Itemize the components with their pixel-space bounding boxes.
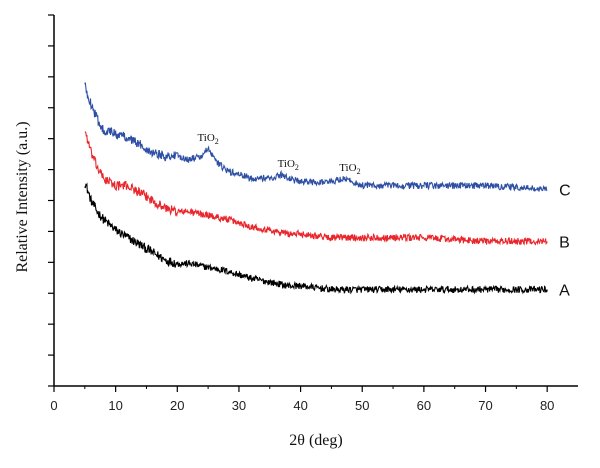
x-tick-label: 60 [417, 398, 431, 413]
x-tick-label: 50 [355, 398, 369, 413]
series-B-line [84, 131, 548, 246]
annotation-tio2: TiO2 [197, 132, 218, 146]
series-A-line [84, 182, 548, 295]
axes: 0 10 20 30 40 50 60 70 80 [48, 14, 578, 413]
x-tick-label: 10 [108, 398, 122, 413]
annotation-tio2: TiO2 [278, 158, 299, 172]
x-tick-label: 40 [293, 398, 307, 413]
x-tick-label: 70 [478, 398, 492, 413]
x-tick-label: 0 [50, 398, 57, 413]
x-axis-title: 2θ (deg) [289, 432, 342, 449]
x-tick-label: 30 [232, 398, 246, 413]
series-layer [84, 82, 548, 295]
series-label-B: B [559, 234, 570, 251]
y-axis-title: Relative Intensity (a.u.) [14, 121, 31, 272]
annotation-layer: TiO2 TiO2 TiO2 [197, 132, 360, 176]
series-C-line [84, 82, 548, 192]
series-label-layer: A B C [559, 182, 571, 299]
series-label-C: C [559, 182, 571, 199]
x-tick-label: 20 [170, 398, 184, 413]
series-label-A: A [559, 283, 570, 300]
x-tick-label: 80 [540, 398, 554, 413]
annotation-tio2: TiO2 [339, 162, 360, 176]
